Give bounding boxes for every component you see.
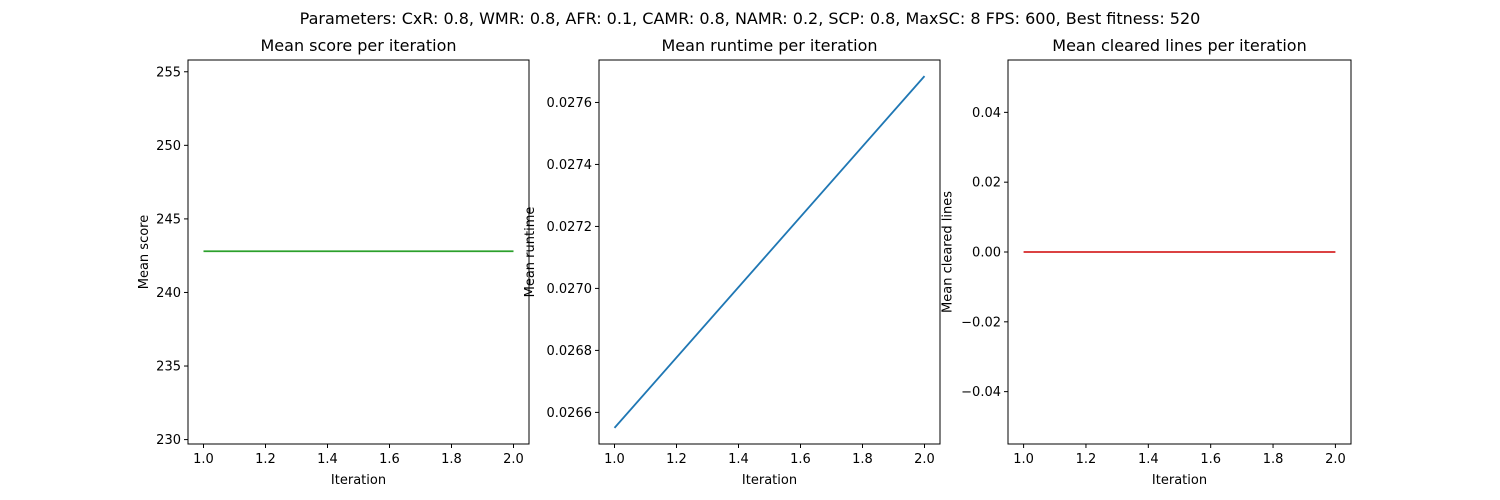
chart-3: 1.0 1.2 1.4 1.6 1.8 2.0 −0.04 −0.02 0.00 0.02 0.04… — [941, 36, 1352, 488]
chart-2-x-tick-label: 1.4 — [728, 452, 749, 467]
chart-2-y-tick-label: 0.0268 — [547, 344, 593, 359]
chart-1: 1.0 1.2 1.4 1.6 1.8 2.0 230 235 240 245 250 255 Mean… — [137, 36, 530, 488]
chart-2-title: Mean runtime per iteration — [661, 36, 877, 55]
chart-3-y-tick-label: −0.04 — [961, 385, 1001, 400]
chart-1-x-axis-label: Iteration — [331, 473, 386, 488]
chart-3-x-tick-label: 2.0 — [1325, 452, 1346, 467]
chart-1-title: Mean score per iteration — [260, 36, 456, 55]
chart-1-y-tick-label: 235 — [156, 360, 181, 375]
chart-1-x-tick-label: 1.6 — [379, 452, 400, 467]
chart-3-y-tick-label: 0.04 — [972, 106, 1001, 121]
chart-3-x-tick-label: 1.0 — [1013, 452, 1034, 467]
chart-3-title: Mean cleared lines per iteration — [1052, 36, 1306, 55]
chart-3-x-tick-label: 1.2 — [1076, 452, 1097, 467]
chart-2-series-line-1 — [613, 75, 926, 429]
chart-1-y-tick-label: 230 — [156, 433, 181, 448]
chart-2-x-tick-label: 1.2 — [666, 452, 687, 467]
chart-1-y-tick-label: 240 — [156, 286, 181, 301]
chart-2-plot-frame — [598, 59, 941, 445]
chart-3-x-axis-label: Iteration — [1152, 473, 1207, 488]
chart-2-x-tick-label: 1.6 — [790, 452, 811, 467]
chart-2-y-tick-label: 0.0274 — [547, 158, 593, 173]
chart-1-plot-frame — [187, 59, 530, 445]
chart-2-y-tick-label: 0.0270 — [547, 282, 593, 297]
chart-1-x-tick-label: 2.0 — [503, 452, 524, 467]
chart-3-x-tick-label: 1.8 — [1263, 452, 1284, 467]
chart-2-y-tick-label: 0.0266 — [547, 406, 593, 421]
chart-1-y-tick-label: 255 — [156, 65, 181, 80]
chart-3-y-tick-label: −0.02 — [961, 315, 1001, 330]
chart-2-x-tick-label: 2.0 — [914, 452, 935, 467]
chart-3-x-tick-label: 1.4 — [1138, 452, 1159, 467]
chart-3-y-tick-label: 0.00 — [972, 246, 1001, 261]
chart-2-x-axis-label: Iteration — [742, 473, 797, 488]
chart-2-y-tick-label: 0.0272 — [547, 220, 593, 235]
chart-1-x-tick-label: 1.4 — [317, 452, 338, 467]
chart-3-y-tick-label: 0.02 — [972, 176, 1001, 191]
chart-1-y-axis-label: Mean score — [137, 215, 152, 289]
figure-suptitle: Parameters: CxR: 0.8, WMR: 0.8, AFR: 0.1… — [300, 9, 1201, 28]
chart-1-y-tick-label: 245 — [156, 212, 181, 227]
chart-1-x-tick-label: 1.8 — [441, 452, 462, 467]
chart-2-x-tick-label: 1.0 — [604, 452, 625, 467]
chart-1-y-tick-label: 250 — [156, 139, 181, 154]
subplots: 1.0 1.2 1.4 1.6 1.8 2.0 230 235 240 245 250 255 Mean… — [137, 36, 1352, 488]
chart-3-x-tick-label: 1.6 — [1200, 452, 1221, 467]
chart-1-x-tick-label: 1.0 — [193, 452, 214, 467]
chart-3-y-axis-label: Mean cleared lines — [941, 191, 956, 313]
chart-2-y-tick-label: 0.0276 — [547, 96, 593, 111]
chart-2: 1.0 1.2 1.4 1.6 1.8 2.0 0.0266 0.0268 0.0270 0.02… — [523, 36, 941, 488]
chart-2-x-tick-label: 1.8 — [852, 452, 873, 467]
chart-1-x-tick-label: 1.2 — [255, 452, 276, 467]
chart-2-y-axis-label: Mean runtime — [523, 207, 538, 298]
